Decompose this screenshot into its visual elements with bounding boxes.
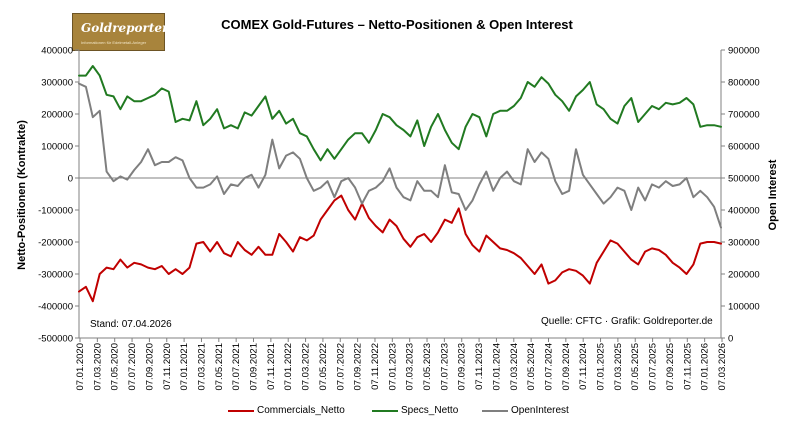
y-tick-label-right: 600000 bbox=[728, 142, 760, 153]
x-tick-label: 07.09.2021 bbox=[249, 343, 260, 391]
y-tick-label-left: -300000 bbox=[38, 270, 73, 281]
y-tick-label-right: 500000 bbox=[728, 174, 760, 185]
x-tick-label: 07.05.2024 bbox=[526, 343, 537, 391]
x-tick-label: 07.01.2026 bbox=[700, 343, 711, 391]
x-tick-label: 07.05.2022 bbox=[318, 343, 329, 391]
goldreporter-logo: Goldreporter Informationen für Edelmetal… bbox=[72, 13, 169, 51]
source-annotation: Quelle: CFTC · Grafik: Goldreporter.de bbox=[541, 316, 713, 327]
legend-item-specs: Specs_Netto bbox=[372, 405, 458, 416]
y-tick-label-right: 400000 bbox=[728, 206, 760, 217]
x-tick-label: 07.01.2021 bbox=[179, 343, 190, 391]
x-tick-label: 07.03.2024 bbox=[509, 343, 520, 391]
x-tick-label: 07.01.2025 bbox=[596, 343, 607, 391]
series-line-openinterest bbox=[78, 82, 722, 229]
x-tick-label: 07.05.2021 bbox=[214, 343, 225, 391]
x-tick-label: 07.11.2023 bbox=[474, 343, 485, 390]
x-tick-label: 07.01.2023 bbox=[387, 343, 398, 391]
y-tick-label-left: -200000 bbox=[38, 238, 73, 249]
x-tick-label: 07.05.2025 bbox=[630, 343, 641, 391]
y-tick-label-right: 100000 bbox=[728, 302, 760, 313]
x-tick-label: 07.11.2022 bbox=[370, 343, 381, 390]
x-tick-label: 07.01.2022 bbox=[283, 343, 294, 391]
chart-legend: Commercials_Netto Specs_Netto OpenIntere… bbox=[0, 405, 794, 421]
x-tick-label: 07.05.2023 bbox=[422, 343, 433, 391]
x-tick-label: 07.01.2024 bbox=[491, 343, 502, 391]
y-tick-label-right: 900000 bbox=[728, 46, 760, 57]
x-tick-label: 07.05.2020 bbox=[110, 343, 121, 391]
legend-item-openinterest: OpenInterest bbox=[482, 405, 569, 416]
x-tick-label: 07.09.2023 bbox=[457, 343, 468, 391]
x-tick-label: 07.07.2020 bbox=[127, 343, 138, 391]
y-tick-label-left: -400000 bbox=[38, 302, 73, 313]
y-tick-label-left: -500000 bbox=[38, 334, 73, 345]
legend-swatch-openinterest bbox=[482, 409, 508, 412]
logo-name: Goldreporter bbox=[81, 21, 169, 35]
legend-label-specs: Specs_Netto bbox=[401, 405, 459, 416]
x-tick-label: 07.07.2025 bbox=[648, 343, 659, 391]
series-line-specs-netto bbox=[78, 65, 722, 162]
y-tick-label-right: 200000 bbox=[728, 270, 760, 281]
y-tick-label-left: 200000 bbox=[41, 110, 73, 121]
y-tick-label-right: 0 bbox=[728, 334, 733, 345]
x-tick-label: 07.07.2024 bbox=[543, 343, 554, 391]
x-tick-label: 07.03.2026 bbox=[717, 343, 728, 391]
legend-label-openinterest: OpenInterest bbox=[511, 405, 569, 416]
y-tick-label-right: 700000 bbox=[728, 110, 760, 121]
y-tick-label-left: 300000 bbox=[41, 78, 73, 89]
x-tick-label: 07.03.2021 bbox=[196, 343, 207, 391]
x-tick-label: 07.09.2020 bbox=[144, 343, 155, 391]
x-tick-label: 07.07.2023 bbox=[439, 343, 450, 391]
x-tick-label: 07.03.2023 bbox=[405, 343, 416, 391]
x-tick-label: 07.11.2024 bbox=[578, 343, 589, 390]
chart-title: COMEX Gold-Futures – Netto-Positionen & … bbox=[221, 17, 573, 32]
logo-tagline: Informationen für Edelmetall-Anleger bbox=[81, 40, 147, 45]
x-tick-label: 07.03.2022 bbox=[301, 343, 312, 391]
x-tick-label: 07.09.2024 bbox=[561, 343, 572, 391]
legend-swatch-commercials bbox=[228, 409, 254, 412]
x-tick-label: 07.01.2020 bbox=[75, 343, 86, 391]
y-tick-label-right: 300000 bbox=[728, 238, 760, 249]
legend-item-commercials: Commercials_Netto bbox=[228, 405, 345, 416]
x-tick-label: 07.03.2025 bbox=[613, 343, 624, 391]
x-tick-label: 07.11.2025 bbox=[682, 343, 693, 390]
x-tick-label: 07.09.2022 bbox=[353, 343, 364, 391]
y-tick-label-left: 100000 bbox=[41, 142, 73, 153]
x-tick-label: 07.11.2021 bbox=[266, 343, 277, 390]
x-tick-label: 07.09.2025 bbox=[665, 343, 676, 391]
series-line-commercials-netto bbox=[78, 194, 722, 303]
x-tick-label: 07.07.2021 bbox=[231, 343, 242, 391]
y-tick-label-left: 400000 bbox=[41, 46, 73, 57]
x-tick-label: 07.03.2020 bbox=[92, 343, 103, 391]
y-tick-label-left: 0 bbox=[68, 174, 73, 185]
legend-label-commercials: Commercials_Netto bbox=[257, 405, 345, 416]
y-tick-label-right: 800000 bbox=[728, 78, 760, 89]
legend-swatch-specs bbox=[372, 409, 398, 412]
y-tick-label-left: -100000 bbox=[38, 206, 73, 217]
x-tick-label: 07.07.2022 bbox=[335, 343, 346, 391]
stand-annotation: Stand: 07.04.2026 bbox=[90, 319, 172, 330]
x-tick-label: 07.11.2020 bbox=[162, 343, 173, 390]
